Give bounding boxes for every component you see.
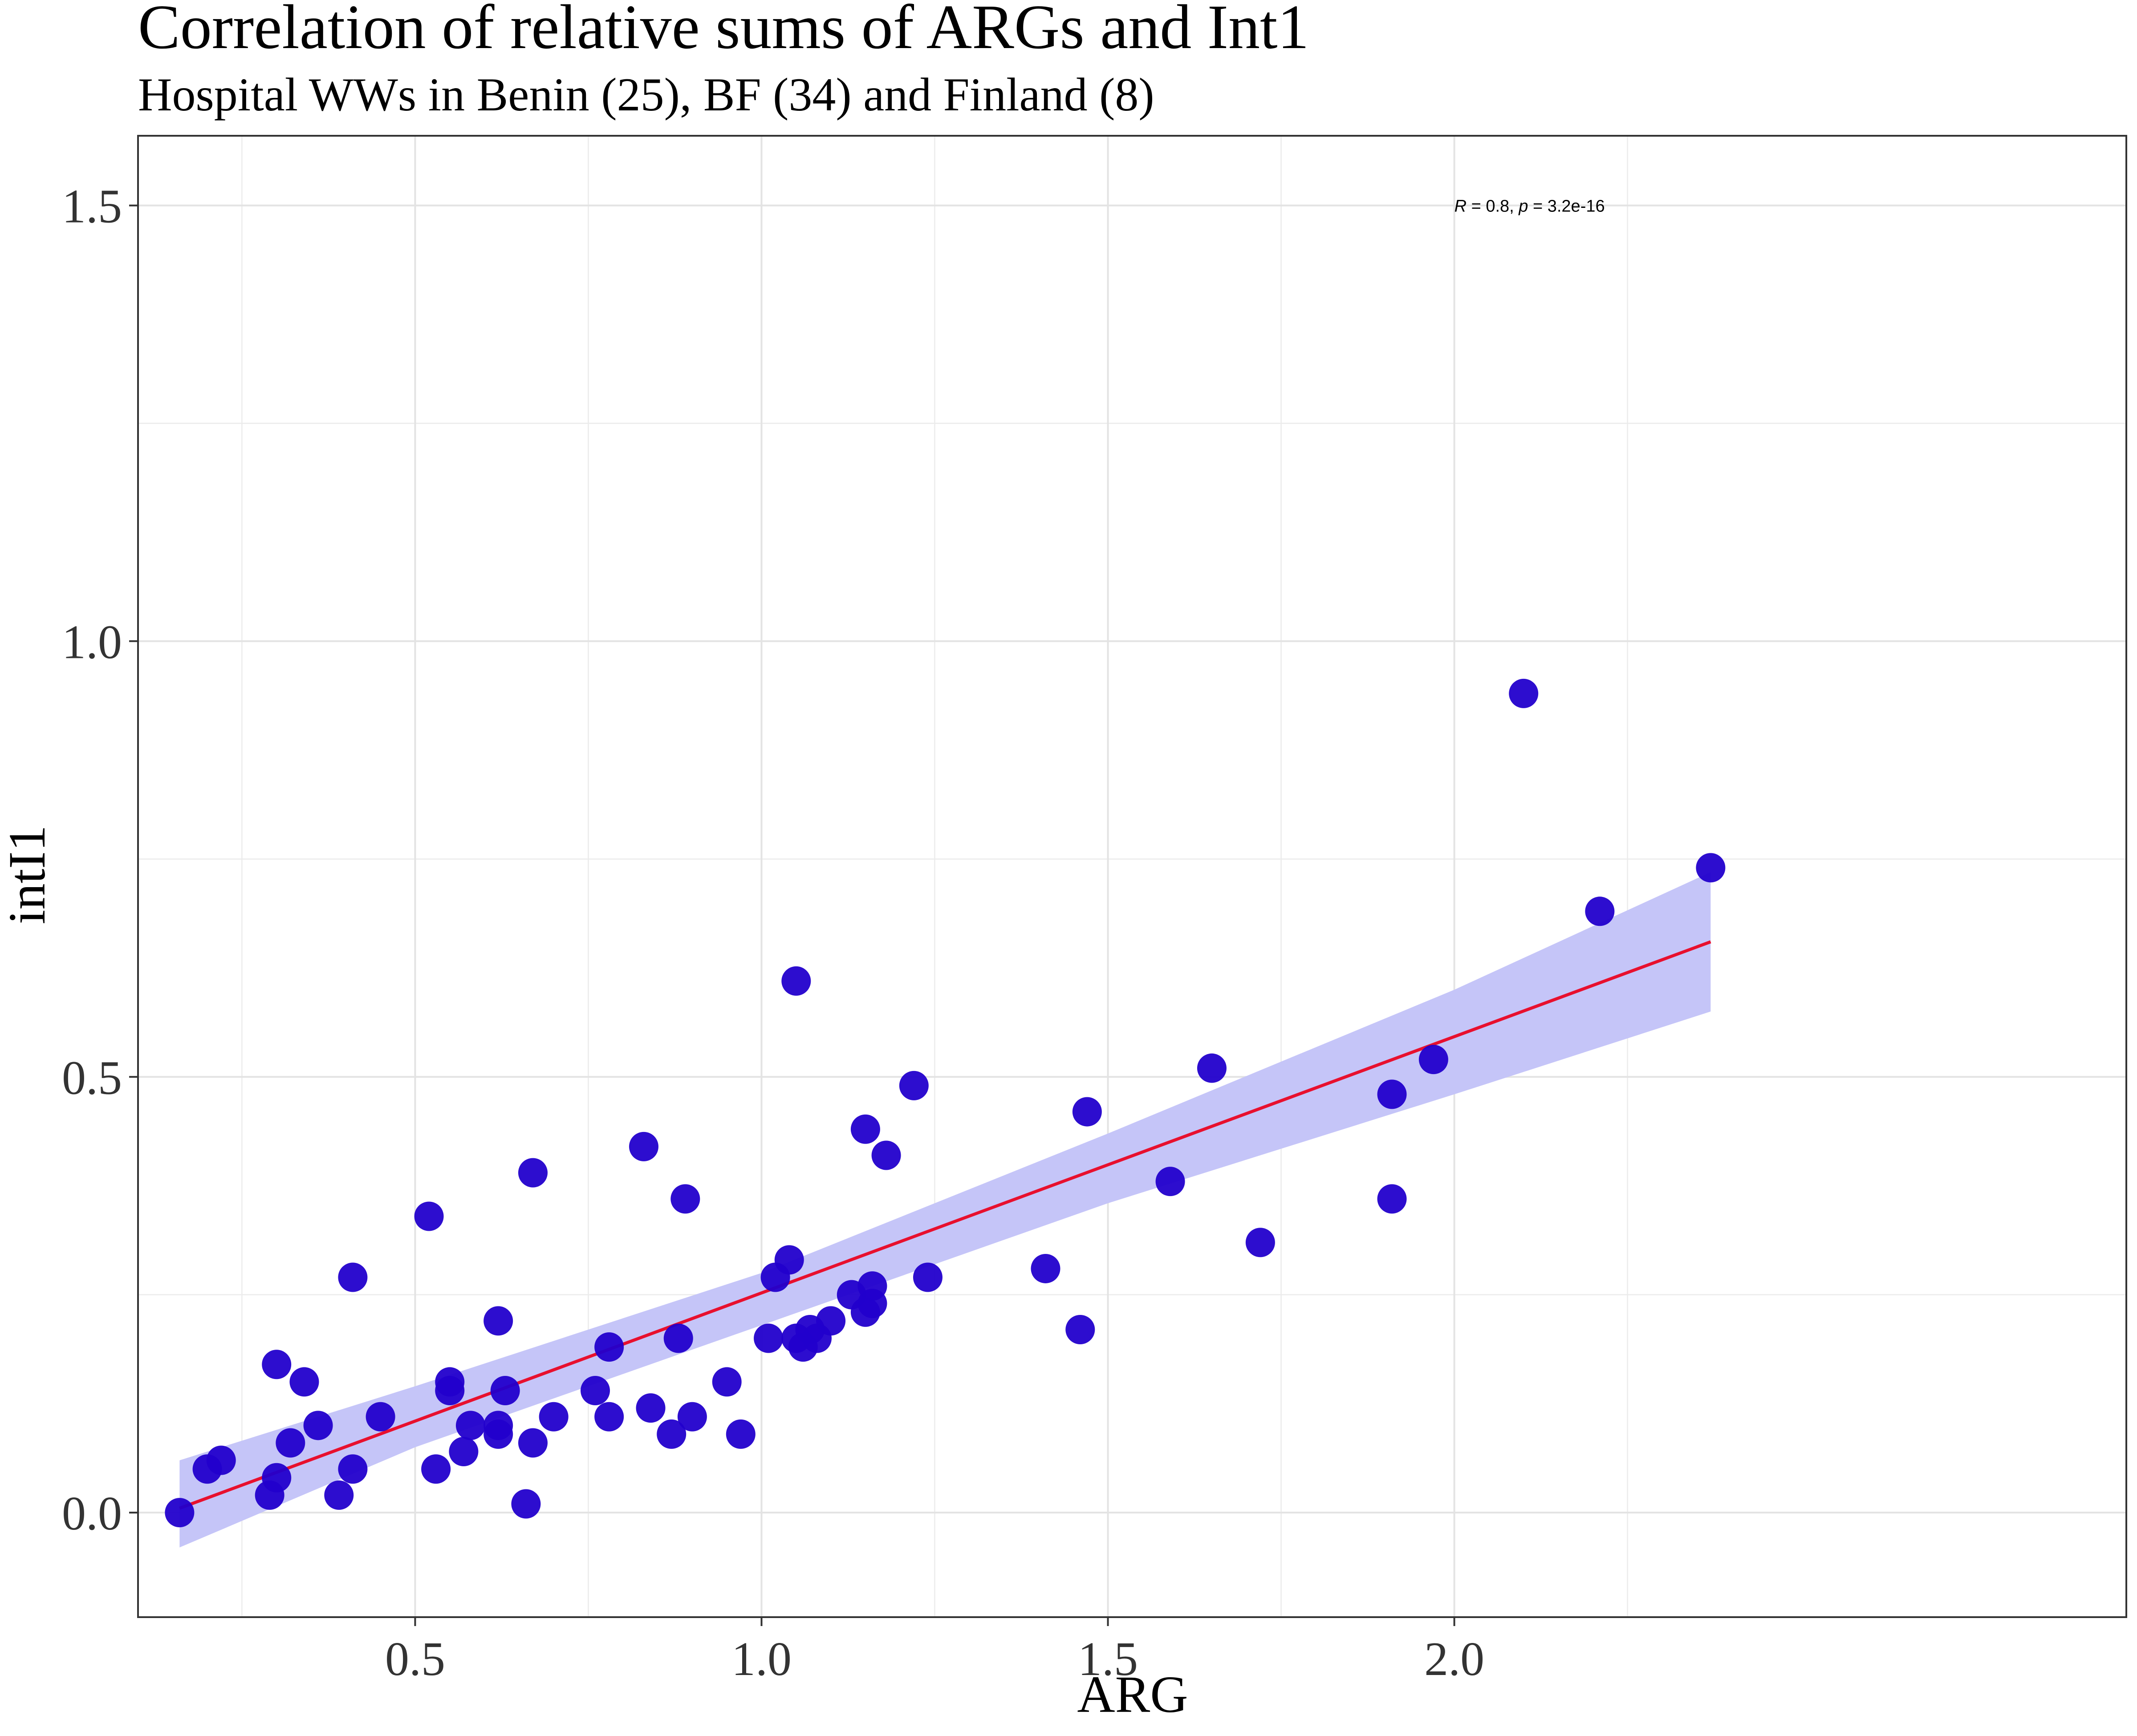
data-point	[324, 1480, 354, 1510]
data-point	[754, 1323, 784, 1353]
data-point	[726, 1419, 756, 1449]
confidence-band-layer	[179, 872, 1711, 1548]
chart-subtitle: Hospital WWs in Benin (25), BF (34) and …	[138, 69, 1154, 121]
data-point	[774, 1245, 804, 1275]
data-point	[539, 1402, 569, 1432]
x-axis: 0.5 1.0 1.5 2.0	[385, 1617, 1484, 1686]
data-point	[366, 1402, 395, 1432]
data-point	[581, 1376, 610, 1406]
data-point	[670, 1184, 700, 1214]
data-point	[1072, 1097, 1102, 1127]
data-point	[1585, 896, 1615, 926]
data-point	[1155, 1167, 1185, 1197]
data-point	[455, 1411, 485, 1440]
confidence-band	[179, 872, 1711, 1548]
p-symbol: p	[1518, 197, 1528, 216]
data-point	[483, 1306, 513, 1336]
data-point	[871, 1140, 901, 1170]
data-point	[636, 1393, 666, 1423]
data-point	[1418, 1045, 1448, 1075]
data-point	[677, 1402, 707, 1432]
data-point	[206, 1445, 236, 1475]
data-point	[594, 1332, 624, 1362]
data-point	[435, 1367, 465, 1397]
data-point	[781, 966, 811, 996]
x-axis-label: ARG	[1077, 1665, 1188, 1724]
data-point	[483, 1419, 513, 1449]
correlation-annotation: R = 0.8, p = 3.2e-16	[1454, 197, 1605, 216]
grid-major	[138, 136, 2126, 1617]
x-tick-label: 0.5	[385, 1633, 445, 1686]
data-point	[1031, 1253, 1060, 1283]
y-tick-label: 1.5	[62, 180, 122, 233]
data-point	[338, 1262, 368, 1292]
data-point	[421, 1454, 451, 1484]
data-point	[338, 1454, 368, 1484]
data-point	[594, 1402, 624, 1432]
data-point	[712, 1367, 742, 1397]
data-point	[1197, 1053, 1227, 1083]
grid-minor	[138, 136, 2126, 1617]
y-tick-label: 1.0	[62, 616, 122, 669]
data-point	[1696, 853, 1726, 883]
x-tick-label: 1.5	[1078, 1633, 1138, 1686]
data-point	[629, 1132, 658, 1161]
data-point	[414, 1201, 444, 1231]
data-point	[1065, 1314, 1095, 1344]
chart-title: Correlation of relative sums of ARGs and…	[138, 0, 1309, 62]
data-point	[518, 1158, 548, 1188]
data-point	[518, 1428, 548, 1458]
data-point	[1509, 678, 1539, 708]
data-point	[1377, 1184, 1407, 1214]
r-value: = 0.8,	[1467, 197, 1519, 216]
y-tick-label: 0.5	[62, 1051, 122, 1104]
y-axis-label: intI1	[0, 825, 56, 925]
data-point	[490, 1376, 520, 1406]
data-point	[1377, 1079, 1407, 1109]
regression-line-layer	[179, 940, 1711, 1510]
data-point	[850, 1114, 880, 1144]
regression-line	[179, 940, 1711, 1510]
y-axis: 0.0 0.5 1.0 1.5	[62, 180, 138, 1540]
panel-border	[137, 135, 2127, 1618]
data-point	[663, 1323, 693, 1353]
data-point	[857, 1271, 887, 1301]
x-tick-label: 1.0	[731, 1633, 792, 1686]
data-point	[289, 1367, 319, 1397]
data-point	[657, 1419, 687, 1449]
data-point	[899, 1071, 929, 1100]
p-value: = 3.2e-16	[1528, 197, 1605, 216]
data-point	[511, 1489, 541, 1519]
data-point	[816, 1306, 846, 1336]
y-tick-label: 0.0	[62, 1487, 122, 1540]
data-points	[165, 678, 1726, 1528]
data-point	[276, 1428, 305, 1458]
data-point	[913, 1262, 943, 1292]
data-point	[165, 1498, 195, 1528]
data-point	[1245, 1228, 1275, 1257]
data-point	[449, 1437, 479, 1467]
x-tick-label: 2.0	[1424, 1633, 1484, 1686]
r-symbol: R	[1454, 197, 1467, 216]
data-point	[262, 1463, 292, 1493]
data-point	[262, 1350, 292, 1379]
data-point	[303, 1411, 333, 1440]
